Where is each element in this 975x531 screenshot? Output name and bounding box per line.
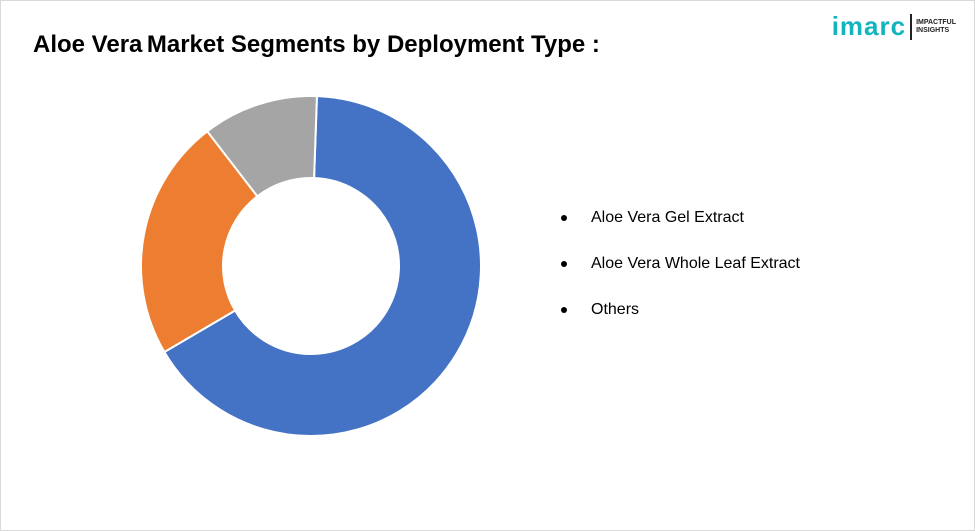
bullet-icon xyxy=(561,307,567,313)
legend-item: Aloe Vera Whole Leaf Extract xyxy=(561,255,800,273)
title-rest: Market Segments by Deployment Type : xyxy=(147,31,600,58)
legend-label: Aloe Vera Gel Extract xyxy=(591,209,744,227)
title-strong: Aloe Vera xyxy=(33,31,142,58)
logo-tagline: IMPACTFUL INSIGHTS xyxy=(916,19,956,35)
brand-logo: imarc IMPACTFUL INSIGHTS xyxy=(832,11,956,42)
legend-label: Aloe Vera Whole Leaf Extract xyxy=(591,255,800,273)
logo-text: imarc xyxy=(832,11,906,42)
legend-item: Aloe Vera Gel Extract xyxy=(561,209,800,227)
bullet-icon xyxy=(561,215,567,221)
bullet-icon xyxy=(561,261,567,267)
legend: Aloe Vera Gel Extract Aloe Vera Whole Le… xyxy=(561,209,800,347)
legend-item: Others xyxy=(561,301,800,319)
donut-chart xyxy=(136,91,486,441)
donut-svg xyxy=(136,91,486,441)
chart-title: Aloe Vera Market Segments by Deployment … xyxy=(33,31,600,59)
legend-label: Others xyxy=(591,301,639,319)
logo-divider xyxy=(910,14,912,40)
